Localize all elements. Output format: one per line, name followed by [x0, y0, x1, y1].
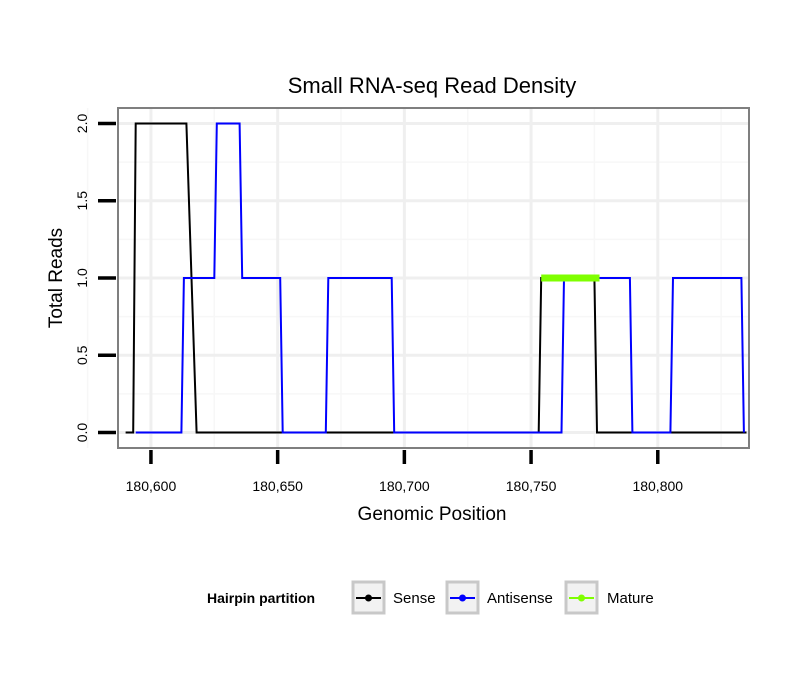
- legend-key-dot-sense: [365, 594, 372, 602]
- x-tick-label: 180,650: [252, 478, 303, 494]
- legend-label-antisense: Antisense: [487, 590, 553, 607]
- x-tick-label: 180,600: [126, 478, 177, 494]
- plot-border: [117, 107, 750, 449]
- grid: [86, 108, 749, 448]
- chart-title: Small RNA-seq Read Density: [288, 73, 577, 98]
- legend-title: Hairpin partition: [207, 590, 315, 606]
- legend-label-sense: Sense: [393, 590, 436, 607]
- legend-key-dot-mature: [578, 594, 585, 602]
- x-tick-label: 180,750: [506, 478, 557, 494]
- y-tick-label: 0.0: [74, 423, 90, 443]
- y-tick-label: 1.5: [74, 191, 90, 211]
- y-tick-label: 0.5: [74, 345, 90, 365]
- x-axis: 180,600 180,650 180,700 180,750 180,800: [126, 450, 683, 494]
- series-layer: [125, 122, 747, 434]
- legend-label-mature: Mature: [607, 590, 654, 607]
- x-tick-label: 180,700: [379, 478, 430, 494]
- legend-key-dot-antisense: [459, 594, 466, 602]
- y-axis-title: Total Reads: [46, 228, 67, 328]
- series-sense-line: [125, 122, 747, 434]
- y-tick-label: 2.0: [74, 114, 90, 134]
- legend: Hairpin partition Sense Antisense Mature: [207, 580, 654, 615]
- x-axis-title: Genomic Position: [358, 504, 507, 525]
- x-tick-label: 180,800: [632, 478, 683, 494]
- series-antisense-line: [135, 122, 745, 434]
- y-axis: 0.0 0.5 1.0 1.5 2.0: [74, 114, 116, 443]
- y-tick-label: 1.0: [74, 268, 90, 288]
